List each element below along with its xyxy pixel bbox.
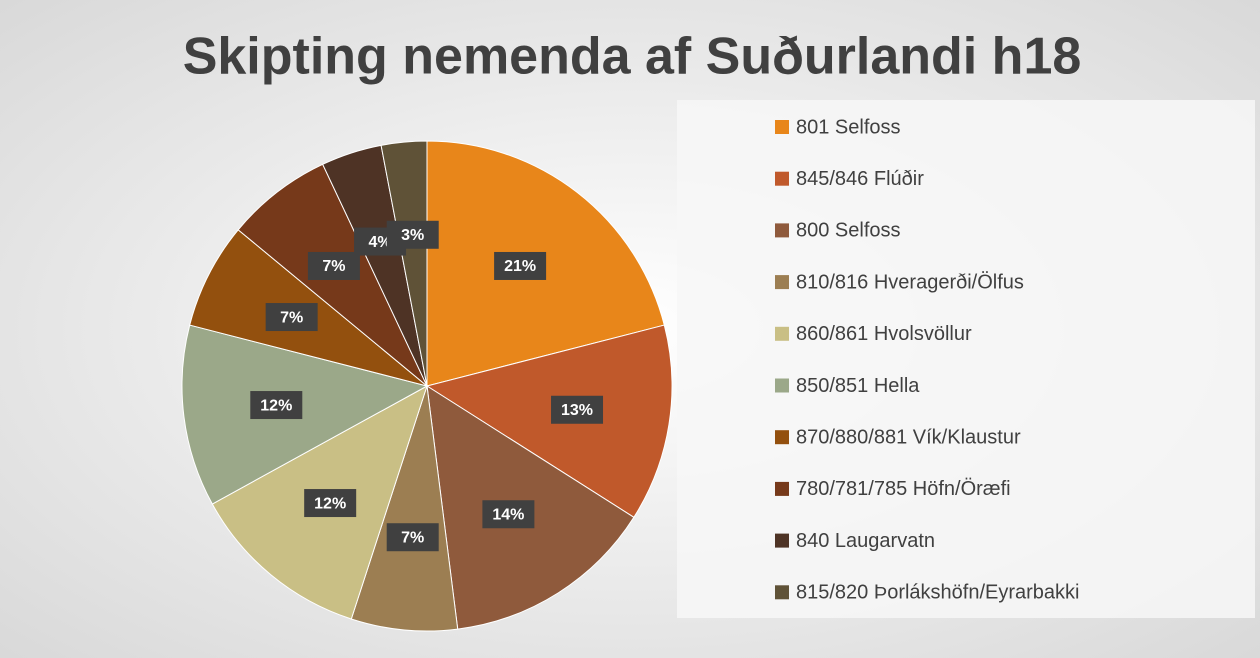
legend-swatch: [775, 120, 789, 134]
legend-label: 845/846 Flúðir: [796, 168, 924, 190]
data-label: 7%: [322, 258, 345, 275]
legend-label: 801 Selfoss: [796, 116, 901, 138]
data-label: 3%: [401, 227, 424, 244]
data-label: 21%: [504, 258, 536, 275]
legend-swatch: [775, 275, 789, 290]
legend-label: 860/861 Hvolsvöllur: [796, 323, 972, 345]
legend-swatch: [775, 223, 789, 238]
data-label: 7%: [401, 529, 424, 546]
data-label-bg: [265, 303, 318, 332]
legend-label: 810/816 Hveragerði/Ölfus: [796, 271, 1024, 293]
legend-box: [677, 100, 1255, 618]
data-label-bg: [250, 391, 303, 420]
legend-label: 800 Selfoss: [796, 220, 901, 242]
data-label: 12%: [314, 495, 346, 512]
data-label-bg: [482, 500, 535, 529]
chart-title: Skipting nemenda af Suðurlandi h18: [183, 28, 1082, 86]
legend-swatch: [775, 326, 789, 341]
data-label-bg: [386, 220, 439, 249]
data-label-bg: [551, 395, 604, 424]
data-label-bg: [386, 523, 439, 552]
data-label-bg: [307, 251, 360, 280]
legend-label: 815/820 Þorlákshöfn/Eyrarbakki: [796, 582, 1080, 604]
data-label: 12%: [260, 397, 292, 414]
data-label: 13%: [561, 402, 593, 419]
legend-label: 850/851 Hella: [796, 375, 920, 397]
data-label: 4%: [368, 234, 391, 251]
pie-slice: [350, 385, 459, 632]
data-label-bg: [304, 489, 357, 518]
pie-slice: [181, 324, 429, 505]
pie-slice: [425, 324, 673, 518]
legend-swatch: [775, 378, 789, 393]
data-label: 14%: [492, 506, 524, 523]
legend-swatch: [775, 481, 789, 496]
data-label-bg: [494, 251, 547, 280]
data-label: 7%: [280, 309, 303, 326]
legend-label: 780/781/785 Höfn/Öræfi: [796, 478, 1011, 500]
legend-swatch: [775, 430, 789, 445]
legend-swatch: [775, 533, 789, 548]
pie-slice: [380, 140, 428, 387]
legend-swatch: [775, 171, 789, 186]
legend-label: 870/880/881 Vík/Klaustur: [796, 426, 1021, 448]
legend-label: 840 Laugarvatn: [796, 530, 935, 552]
legend-swatch: [775, 585, 789, 600]
